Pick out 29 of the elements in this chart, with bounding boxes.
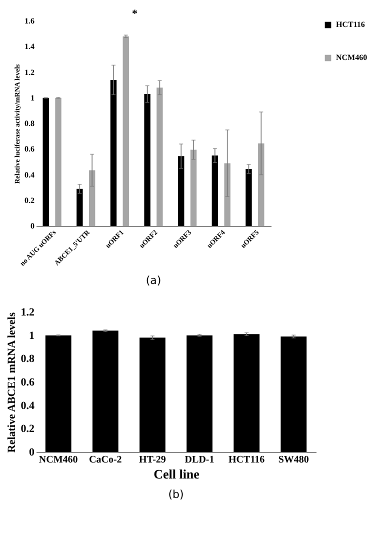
y-tick-label: 0: [29, 446, 35, 458]
y-tick-label: 1.2: [24, 68, 34, 77]
legend-label: NCM460: [336, 53, 368, 62]
x-tick-label: SW480: [278, 454, 309, 466]
y-tick-label: 1: [30, 93, 34, 102]
legend-label: HCT116: [336, 20, 365, 29]
y-tick-label: 0: [30, 222, 34, 230]
y-tick-label: 0.8: [24, 119, 34, 128]
y-tick-label: 1.2: [20, 306, 35, 318]
text: *: [132, 8, 138, 20]
text: (a): [146, 274, 162, 287]
x-tick-label: HCT116: [228, 454, 265, 466]
y-tick-label: 0.4: [24, 170, 34, 180]
x-tick-label: NCM460: [38, 454, 78, 466]
x-tick-label: HT-29: [139, 454, 166, 466]
y-tick-label: 0.4: [20, 400, 35, 412]
y-tick-label: 1.6: [24, 16, 34, 26]
y-tick-label: 0.8: [20, 353, 35, 366]
y-tick-label: 0.2: [24, 196, 34, 205]
y-axis-title: Relative ABCE1 mRNA levels: [6, 312, 18, 453]
x-tick-label: CaCo-2: [89, 454, 122, 466]
text: (b): [168, 488, 184, 501]
x-tick-label: DLD-1: [184, 454, 214, 466]
y-tick-label: 0.2: [20, 423, 35, 436]
x-axis-title: Cell line: [154, 466, 200, 482]
y-tick-label: 1.4: [24, 42, 34, 52]
y-tick-label: 0.6: [20, 376, 35, 388]
y-tick-label: 0.6: [24, 144, 34, 154]
y-tick-label: 1: [29, 330, 34, 342]
